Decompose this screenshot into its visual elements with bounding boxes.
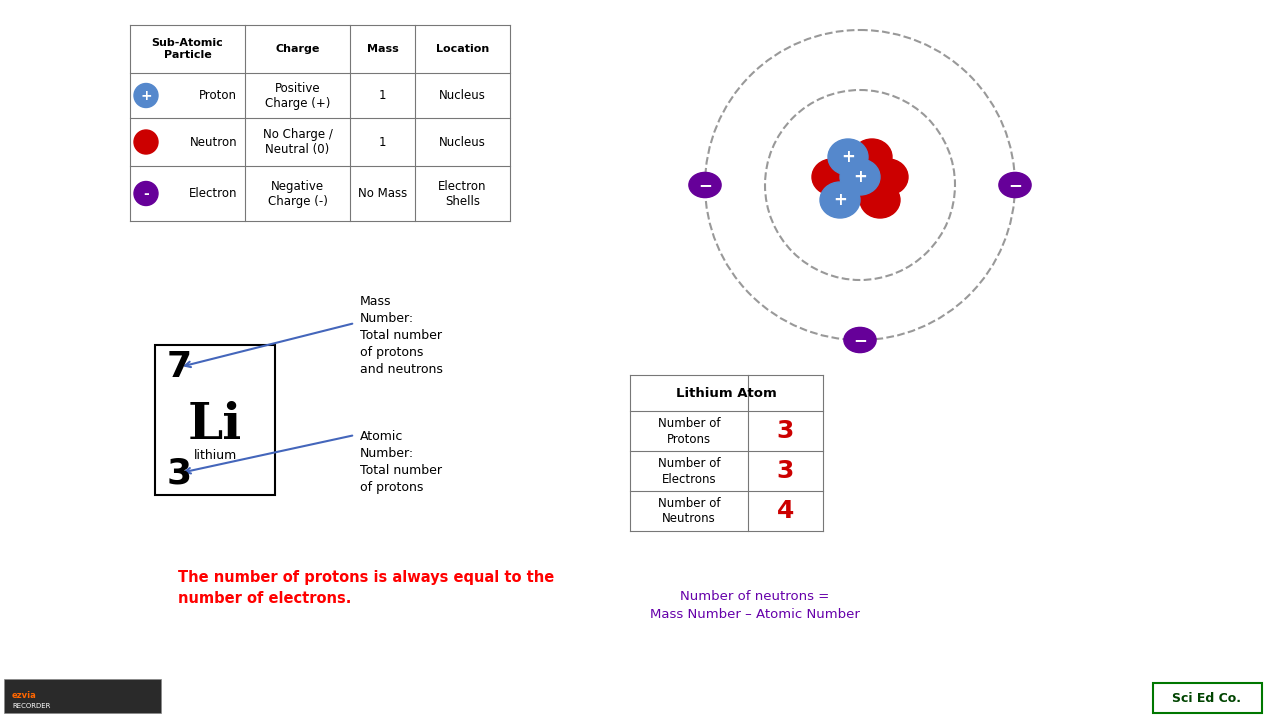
Text: +: + [852,168,867,186]
Ellipse shape [840,159,879,195]
Ellipse shape [820,182,860,218]
Ellipse shape [812,159,852,195]
Text: Positive
Charge (+): Positive Charge (+) [265,81,330,109]
Ellipse shape [860,182,900,218]
Text: Negative
Charge (-): Negative Charge (-) [268,179,328,207]
Ellipse shape [689,172,721,197]
Text: Number of
Protons: Number of Protons [658,416,721,446]
Text: 3: 3 [166,456,192,490]
Text: Number of
Neutrons: Number of Neutrons [658,497,721,526]
Ellipse shape [828,139,868,175]
Text: Lithium Atom: Lithium Atom [676,387,777,400]
FancyBboxPatch shape [1153,683,1262,713]
FancyBboxPatch shape [4,679,161,713]
Text: +: + [841,148,855,166]
Text: Location: Location [436,44,489,54]
Text: 7: 7 [166,350,192,384]
Text: −: − [698,176,712,194]
Circle shape [134,84,157,107]
Text: Charge: Charge [275,44,320,54]
Text: Sub-Atomic
Particle: Sub-Atomic Particle [151,38,224,60]
Text: −: − [852,331,867,349]
Text: Electron
Shells: Electron Shells [438,179,486,207]
Text: Proton: Proton [198,89,237,102]
Text: Number of neutrons =
Mass Number – Atomic Number: Number of neutrons = Mass Number – Atomi… [650,590,860,621]
Text: -: - [143,186,148,200]
Text: Mass
Number:
Total number
of protons
and neutrons: Mass Number: Total number of protons and… [360,295,443,376]
Text: ezvia: ezvia [12,691,37,701]
Text: 1: 1 [379,89,387,102]
Text: 4: 4 [777,499,794,523]
Circle shape [134,181,157,205]
Ellipse shape [998,172,1032,197]
Text: −: − [1009,176,1021,194]
Text: +: + [141,89,152,102]
Text: No Charge /
Neutral (0): No Charge / Neutral (0) [262,128,333,156]
Text: Li: Li [188,400,242,449]
Text: 3: 3 [777,419,794,443]
Text: +: + [833,191,847,209]
Text: No Mass: No Mass [358,187,407,200]
Ellipse shape [844,328,876,353]
Text: Nucleus: Nucleus [439,135,486,148]
Text: Electron: Electron [188,187,237,200]
Text: Number of
Electrons: Number of Electrons [658,456,721,485]
Text: Atomic
Number:
Total number
of protons: Atomic Number: Total number of protons [360,430,442,494]
Text: lithium: lithium [193,449,237,462]
Ellipse shape [868,159,908,195]
Text: Sci Ed Co.: Sci Ed Co. [1172,691,1242,704]
Text: 1: 1 [379,135,387,148]
Text: Mass: Mass [366,44,398,54]
Ellipse shape [852,139,892,175]
Text: The number of protons is always equal to the
number of electrons.: The number of protons is always equal to… [178,570,554,606]
Text: RECORDER: RECORDER [12,703,50,709]
FancyBboxPatch shape [155,345,275,495]
Text: Nucleus: Nucleus [439,89,486,102]
Text: 3: 3 [777,459,794,483]
Circle shape [134,130,157,154]
Text: Neutron: Neutron [189,135,237,148]
